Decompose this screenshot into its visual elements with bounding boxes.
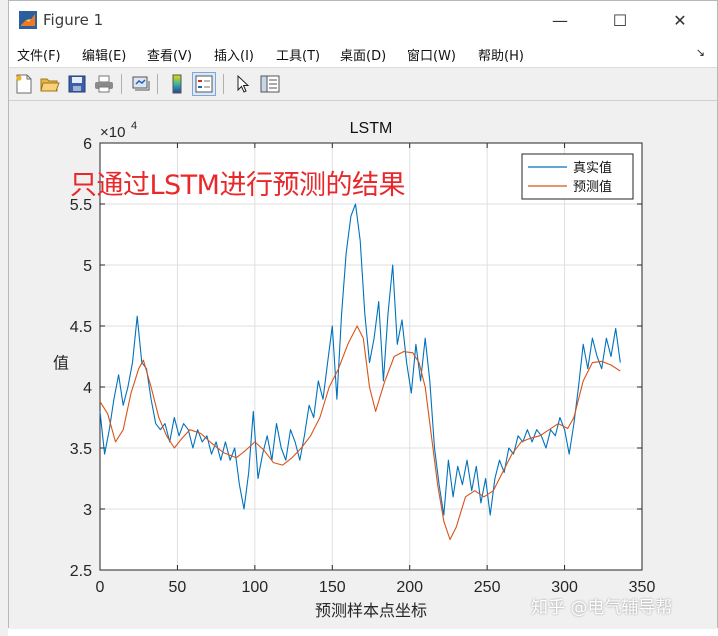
title-bar: Figure 1 — ☐ ✕	[9, 1, 717, 39]
legend-icon[interactable]	[192, 72, 216, 96]
desktop-background	[0, 0, 8, 636]
menu-bar: 文件(F) 编辑(E) 查看(V) 插入(I) 工具(T) 桌面(D) 窗口(W…	[9, 39, 717, 68]
lstm-chart: 0 50 100 150 200 250 300 350 2.5 3 3.5 4 4.5 5 5.5 6 LS…	[53, 120, 656, 620]
toolbar-separator	[223, 74, 224, 94]
y-axis-label: 值	[53, 354, 69, 373]
x-tick-label: 300	[551, 579, 578, 596]
legend-box	[521, 153, 634, 200]
toolbar-separator	[157, 74, 158, 94]
chart-annotation: 只通过LSTM进行预测的结果	[70, 170, 405, 201]
y-tick-label: 5	[83, 258, 92, 275]
series-layer	[99, 203, 621, 541]
plot-area: 0 50 100 150 200 250 300 350 2.5 3 3.5 4 4.5 5 5.5 6 LS…	[9, 101, 717, 629]
tick-marks	[99, 142, 643, 571]
open-file-icon[interactable]	[38, 72, 62, 96]
menu-insert[interactable]: 插入(I)	[214, 49, 254, 64]
x-tick-label: 0	[96, 579, 105, 596]
menu-view[interactable]: 查看(V)	[147, 49, 193, 64]
x-tick-label: 50	[169, 579, 187, 596]
matlab-icon	[19, 11, 37, 29]
toolbar-separator	[121, 74, 122, 94]
x-tick-label: 350	[629, 579, 656, 596]
y-tick-label: 3	[83, 502, 92, 519]
toolbar	[9, 68, 717, 101]
tick-labels: 0 50 100 150 200 250 300 350 2.5 3 3.5 4 4.5 5 5.5 6	[70, 136, 656, 596]
property-editor-icon[interactable]	[258, 72, 282, 96]
x-axis-label: 预测样本点坐标	[315, 601, 427, 620]
save-icon[interactable]	[65, 72, 89, 96]
legend-label-1: 真实值	[573, 160, 612, 176]
menu-tools[interactable]: 工具(T)	[276, 49, 321, 64]
pointer-icon[interactable]	[231, 72, 255, 96]
new-figure-icon[interactable]	[12, 72, 36, 96]
y-exponent-power: 4	[131, 120, 137, 132]
menu-help[interactable]: 帮助(H)	[478, 49, 524, 64]
chart-title: LSTM	[350, 120, 393, 137]
y-tick-label: 5.5	[70, 197, 92, 214]
print-icon[interactable]	[92, 72, 116, 96]
watermark: 知乎 @电气辅导帮	[531, 598, 673, 618]
legend-label-2: 预测值	[573, 179, 612, 195]
colorbar-icon[interactable]	[165, 72, 189, 96]
maximize-button[interactable]: ☐	[612, 10, 628, 30]
minimize-button[interactable]: —	[552, 10, 568, 30]
window-title: Figure 1	[43, 11, 104, 29]
x-tick-label: 200	[396, 579, 423, 596]
y-tick-label: 2.5	[70, 563, 92, 580]
grid-lines	[100, 143, 642, 570]
link-plot-icon[interactable]	[129, 72, 153, 96]
y-tick-label: 4.5	[70, 319, 92, 336]
menu-window[interactable]: 窗口(W)	[407, 49, 456, 64]
series-line-2	[99, 325, 621, 541]
y-tick-label: 6	[83, 136, 92, 153]
figure-window: Figure 1 — ☐ ✕ 文件(F) 编辑(E) 查看(V) 插入(I) 工…	[8, 0, 718, 629]
menu-edit[interactable]: 编辑(E)	[82, 49, 127, 64]
y-tick-label: 4	[83, 380, 92, 397]
y-exponent-base: ×10	[100, 124, 125, 141]
x-tick-label: 100	[242, 579, 269, 596]
x-tick-label: 250	[474, 579, 501, 596]
menu-file[interactable]: 文件(F)	[17, 49, 61, 64]
y-tick-label: 3.5	[70, 441, 92, 458]
menu-desktop[interactable]: 桌面(D)	[340, 49, 387, 64]
menu-overflow-icon[interactable]: ↘	[695, 46, 705, 59]
x-tick-label: 150	[319, 579, 346, 596]
close-button[interactable]: ✕	[673, 10, 687, 30]
